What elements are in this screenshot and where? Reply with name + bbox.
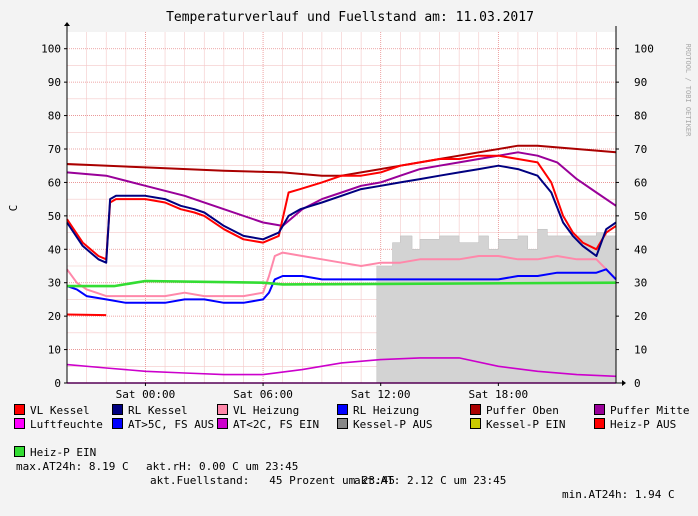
y-tick-label-right: 60 [634, 176, 647, 189]
rrdtool-watermark: RRDTOOL / TOBI OETIKER [684, 44, 692, 138]
legend-swatch [337, 404, 348, 415]
legend-label: RL Heizung [353, 404, 420, 417]
grid [66, 32, 616, 383]
y-tick-label-right: 100 [634, 43, 654, 56]
legend-swatch [112, 418, 123, 429]
legend-label: AT>5C, FS AUS [128, 418, 215, 431]
legend-swatch [594, 418, 605, 429]
kessel-p-aus-fill [376, 228, 617, 384]
y-tick-label: 20 [48, 310, 61, 323]
series-rl-kessel [66, 164, 617, 264]
series-at-2c-fs-ein [66, 357, 617, 378]
legend-label: VL Kessel [30, 404, 90, 417]
legend-swatch [217, 404, 228, 415]
legend-item-rl-heizung: RL Heizung [337, 404, 419, 418]
y-tick-label: 30 [48, 277, 61, 290]
series-rl-heizung [66, 268, 617, 304]
legend-item-vl-heizung: VL Heizung [217, 404, 299, 418]
y-tick-label: 80 [48, 110, 61, 123]
legend-label: AT<2C, FS EIN [233, 418, 320, 431]
legend-item-kessel-p-aus: Kessel-P AUS [337, 418, 432, 432]
legend-label: VL Heizung [233, 404, 300, 417]
y-tick-label-right: 90 [634, 76, 647, 89]
y-tick-label-right: 70 [634, 143, 647, 156]
y-axis-label: C [7, 205, 20, 212]
axes: 0 0 10 10 20 20 30 30 40 40 50 50 60 60 70 70 80 80 90 90 10… [41, 22, 654, 400]
legend-item-rl-kessel: RL Kessel [112, 404, 188, 418]
legend-item-at-5c-fs-aus: AT>5C, FS AUS [112, 418, 214, 432]
y-tick-label: 60 [48, 176, 61, 189]
legend-swatch [14, 418, 25, 429]
legend-swatch [594, 404, 605, 415]
y-tick-label: 70 [48, 143, 61, 156]
y-tick-label-right: 30 [634, 277, 647, 290]
y-tick-label-right: 10 [634, 344, 647, 357]
chart-title: Temperaturverlauf und Fuellstand am: 11.… [166, 10, 534, 25]
legend-label: RL Kessel [128, 404, 188, 417]
y-tick-label: 40 [48, 243, 61, 256]
series-heiz-p-ein [67, 279, 617, 288]
series-puffer-mitte [66, 151, 617, 227]
legend-swatch [470, 418, 481, 429]
legend-item-at-2c-fs-ein: AT<2C, FS EIN [217, 418, 319, 432]
y-tick-label-right: 80 [634, 110, 647, 123]
series-vl-heizung [66, 251, 617, 298]
y-axis-arrow [64, 22, 70, 26]
x-tick-label: Sat 06:00 [233, 388, 293, 400]
legend-item-puffer-oben: Puffer Oben [470, 404, 559, 418]
x-tick-label: Sat 18:00 [469, 388, 529, 400]
y-tick-label: 0 [54, 377, 61, 390]
legend-item-heiz-p-aus: Heiz-P AUS [594, 418, 676, 432]
y-tick-label-right: 20 [634, 310, 647, 323]
x-tick-label: Sat 00:00 [116, 388, 176, 400]
legend-swatch [112, 404, 123, 415]
y-tick-label-right: 50 [634, 210, 647, 223]
y-tick-label: 10 [48, 344, 61, 357]
legend-item-kessel-p-ein: Kessel-P EIN [470, 418, 565, 432]
legend-label: Heiz-P EIN [30, 446, 97, 459]
y-tick-label: 100 [41, 43, 61, 56]
series-puffer-oben [66, 144, 617, 177]
legend-label: Heiz-P AUS [610, 418, 677, 431]
legend-label: Puffer Mitte [610, 404, 690, 417]
x-tick-label: Sat 12:00 [351, 388, 411, 400]
stat-akt-rh: akt.rH: 0.00 C um 23:45 [146, 460, 299, 473]
legend-label: Kessel-P EIN [486, 418, 566, 431]
chart-svg: 0 0 10 10 20 20 30 30 40 40 50 50 60 60 70 70 80 80 90 90 10… [7, 10, 692, 400]
kessel-p-aus-area [376, 228, 617, 384]
legend-swatch [470, 404, 481, 415]
legend-swatch [337, 418, 348, 429]
legend-swatch [14, 404, 25, 415]
legend-label: Luftfeuchte [30, 418, 103, 431]
x-axis-arrow [622, 380, 626, 386]
legend-item-vl-kessel: VL Kessel [14, 404, 90, 418]
legend-item-luftfeuchte: Luftfeuchte [14, 418, 103, 432]
series-vl-kessel [66, 154, 617, 261]
legend-label: Kessel-P AUS [353, 418, 433, 431]
y-tick-label: 90 [48, 76, 61, 89]
stat-fuellstand: akt.Fuellstand: 45 Prozent um 23:45 [150, 474, 396, 487]
series-heiz-p-aus [66, 313, 107, 317]
y-tick-label: 50 [48, 210, 61, 223]
rrd-graph-window: { "chart_data": { "type": "line", "title… [7, 10, 692, 501]
legend-item-puffer-mitte: Puffer Mitte [594, 404, 689, 418]
stat-max-at: max.AT24h: 8.19 C [16, 460, 129, 473]
y-tick-label-right: 0 [634, 377, 641, 390]
legend-label: Puffer Oben [486, 404, 559, 417]
legend-swatch [14, 446, 25, 457]
legend-item-heiz-p-ein: Heiz-P EIN [14, 446, 96, 460]
legend-swatch [217, 418, 228, 429]
y-tick-label-right: 40 [634, 243, 647, 256]
